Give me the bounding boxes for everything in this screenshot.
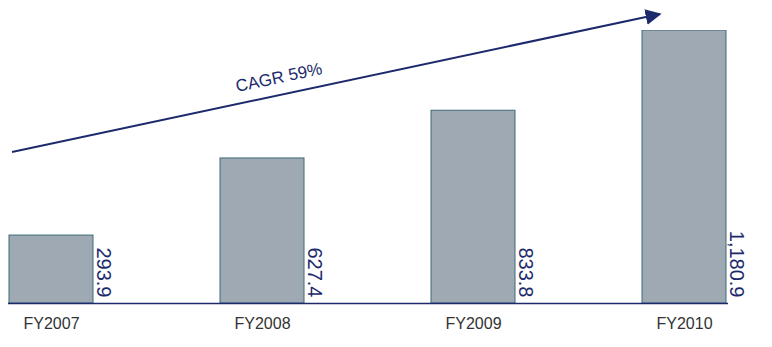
svg-text:FY2007: FY2007 bbox=[23, 315, 79, 332]
svg-text:833.8: 833.8 bbox=[515, 247, 537, 297]
svg-text:1,180.9: 1,180.9 bbox=[726, 231, 748, 298]
svg-text:FY2010: FY2010 bbox=[656, 315, 712, 332]
svg-text:FY2009: FY2009 bbox=[445, 315, 501, 332]
svg-text:293.9: 293.9 bbox=[93, 247, 115, 297]
svg-text:FY2008: FY2008 bbox=[234, 315, 290, 332]
svg-text:CAGR 59%: CAGR 59% bbox=[234, 59, 324, 96]
svg-text:627.4: 627.4 bbox=[304, 247, 326, 297]
